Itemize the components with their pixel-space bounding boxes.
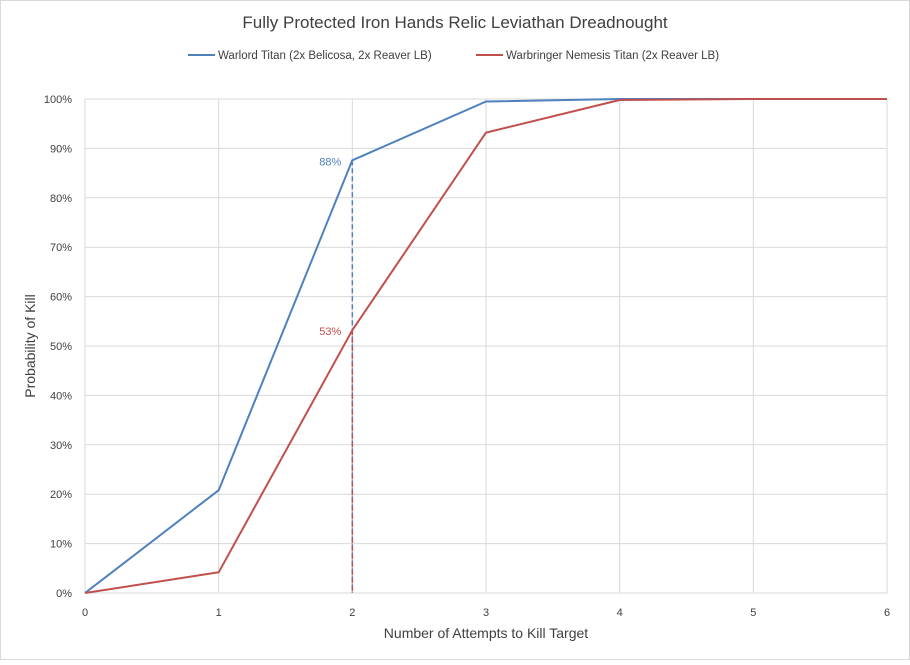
x-axis-label: Number of Attempts to Kill Target <box>384 625 588 641</box>
x-tick-label: 0 <box>82 607 88 619</box>
y-tick-label: 50% <box>50 341 72 353</box>
series-lines <box>84 98 887 594</box>
y-tick-label: 10% <box>50 539 72 551</box>
data-label-1: 53% <box>319 326 341 338</box>
y-axis-ticks: 0% 10% 20% 30% 40% 50% 60% 70% 80% 90% 100% <box>44 94 72 600</box>
data-labels: 88% 53% <box>319 156 341 338</box>
y-tick-label: 80% <box>50 193 72 205</box>
y-axis-label: Probability of Kill <box>22 294 38 398</box>
legend: Warlord Titan (2x Belicosa, 2x Reaver LB… <box>188 50 719 62</box>
x-tick-label: 1 <box>216 607 222 619</box>
x-tick-label: 4 <box>617 607 623 619</box>
y-tick-label: 90% <box>50 143 72 155</box>
x-tick-label: 3 <box>483 607 489 619</box>
y-tick-label: 60% <box>50 292 72 304</box>
legend-label-warbringer: Warbringer Nemesis Titan (2x Reaver LB) <box>506 50 719 62</box>
y-tick-label: 30% <box>50 440 72 452</box>
legend-label-warlord: Warlord Titan (2x Belicosa, 2x Reaver LB… <box>218 50 432 62</box>
y-tick-label: 40% <box>50 390 72 402</box>
series-line-1 <box>84 98 887 594</box>
y-tick-label: 0% <box>56 588 72 600</box>
data-label-0: 88% <box>319 156 341 168</box>
x-axis-ticks: 0 1 2 3 4 5 6 <box>82 607 890 619</box>
x-tick-label: 6 <box>884 607 890 619</box>
chart-title: Fully Protected Iron Hands Relic Leviath… <box>242 13 668 32</box>
y-tick-label: 100% <box>44 94 72 106</box>
x-tick-label: 5 <box>750 607 756 619</box>
y-tick-label: 20% <box>50 489 72 501</box>
gridlines <box>84 98 888 594</box>
x-tick-label: 2 <box>349 607 355 619</box>
y-tick-label: 70% <box>50 242 72 254</box>
